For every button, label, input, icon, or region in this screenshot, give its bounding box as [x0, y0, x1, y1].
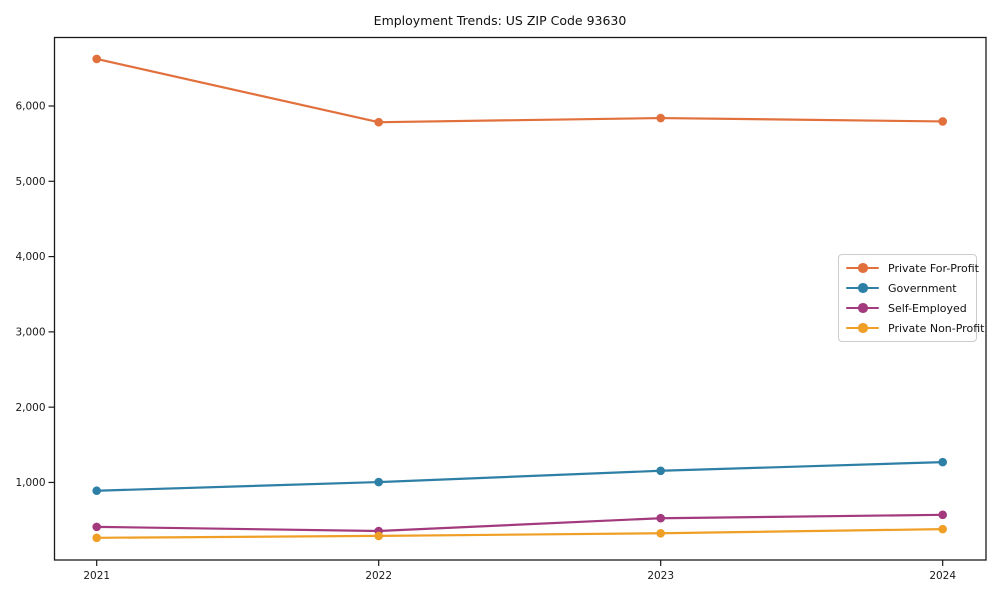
- plot-frame: [53, 36, 987, 561]
- data-point: [656, 528, 665, 538]
- data-point: [938, 524, 947, 534]
- data-point: [374, 531, 383, 541]
- chart-title: Employment Trends: US ZIP Code 93630: [373, 13, 627, 28]
- series-line: [96, 513, 943, 533]
- data-point: [656, 513, 665, 523]
- line-marker-icon: [846, 318, 879, 338]
- legend: Private For-Profit Government Self-Emplo…: [838, 254, 984, 342]
- legend-label: Self-Employed: [888, 301, 967, 315]
- data-point: [656, 113, 665, 123]
- legend-item: Self-Employed: [846, 298, 976, 318]
- data-point: [374, 477, 383, 487]
- x-axis-tick-label: 2023: [647, 570, 674, 582]
- data-point: [92, 54, 101, 64]
- series-line: [96, 57, 943, 124]
- data-point: [656, 466, 665, 476]
- y-axis-tick-label: 6,000: [15, 101, 45, 113]
- y-axis-tick-label: 4,000: [15, 251, 45, 263]
- y-axis-tick-label: 3,000: [15, 326, 45, 338]
- data-point: [938, 510, 947, 520]
- legend-label: Private For-Profit: [888, 261, 979, 275]
- x-axis-tick-label: 2021: [83, 570, 110, 582]
- legend-label: Private Non-Profit: [888, 321, 985, 335]
- series-line: [96, 461, 943, 492]
- data-point: [374, 117, 383, 127]
- legend-item: Private For-Profit: [846, 258, 979, 278]
- data-point: [92, 486, 101, 496]
- y-axis-tick-label: 2,000: [15, 402, 45, 414]
- legend-label: Government: [888, 281, 957, 295]
- y-axis-tick-label: 5,000: [15, 176, 45, 188]
- y-axis-tick-label: 1,000: [15, 477, 45, 489]
- data-point: [938, 117, 947, 126]
- legend-item: Private Non-Profit: [846, 318, 984, 338]
- x-axis-tick-label: 2024: [929, 570, 956, 582]
- line-marker-icon: [846, 298, 879, 318]
- legend-item: Government: [846, 278, 976, 298]
- series-line: [96, 528, 943, 539]
- line-marker-icon: [846, 278, 879, 298]
- x-axis-tick-label: 2022: [365, 570, 392, 582]
- data-point: [92, 522, 101, 532]
- data-point: [92, 533, 101, 543]
- data-point: [938, 457, 947, 467]
- line-marker-icon: [846, 258, 879, 278]
